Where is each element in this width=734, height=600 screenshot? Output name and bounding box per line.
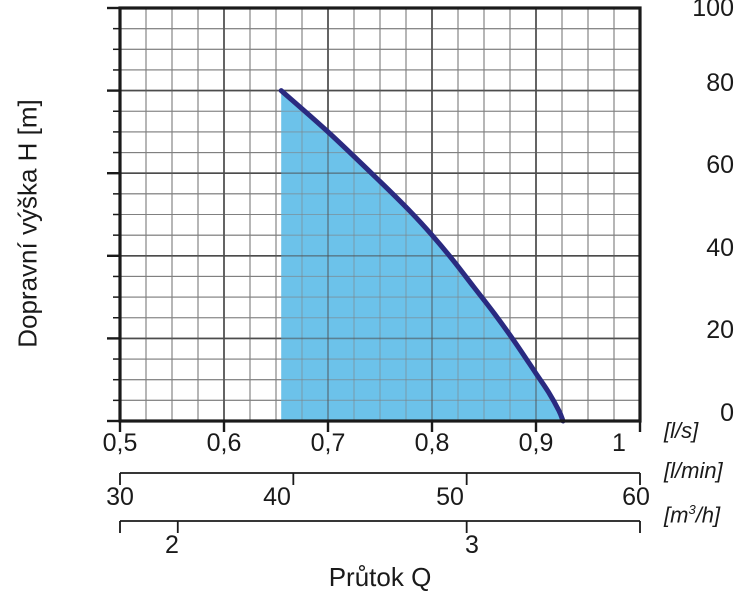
secondary-lmin-tick-label: 50: [436, 483, 464, 511]
y-tick-label: 20: [706, 316, 734, 344]
secondary-lmin-tick-label: 30: [106, 483, 134, 511]
y-tick-label: 100: [692, 0, 734, 22]
secondary-lmin-tick-label: 60: [622, 483, 650, 511]
x-tick-label: 1: [612, 429, 626, 457]
x-tick-label: 0,5: [102, 429, 138, 457]
unit-label-m3h: [m3/h]: [664, 502, 720, 528]
major-gridlines-overlay: [119, 7, 641, 422]
major-gridlines: [119, 7, 641, 422]
curve-fill-area: [281, 90, 564, 421]
secondary-axes: [119, 472, 641, 533]
m3h-prefix: [m: [664, 502, 689, 528]
x-axis-title: Průtok Q: [328, 562, 432, 592]
m3h-suffix: /h]: [695, 502, 721, 528]
y-tick-label: 60: [706, 151, 734, 179]
y-tick-label: 40: [706, 233, 734, 262]
x-tick-label: 0,8: [414, 429, 450, 457]
y-tick-label: 0: [720, 398, 734, 427]
secondary-m3h-tick-label: 2: [165, 531, 179, 559]
minor-gridlines-overlay: [120, 8, 640, 421]
secondary-m3h-tick-label: 3: [465, 531, 479, 559]
y-axis-ticks: [107, 6, 120, 423]
unit-label-lmin: [l/min]: [664, 458, 723, 483]
m3h-superscript: 3: [688, 502, 696, 517]
x-tick-label: 0,6: [206, 429, 242, 457]
secondary-lmin-tick-label: 40: [263, 483, 291, 511]
pump-curve-line: [278, 88, 566, 424]
y-tick-label: 80: [706, 68, 734, 97]
minor-gridlines: [120, 8, 640, 421]
x-tick-label: 0,7: [310, 429, 346, 457]
axis-frame: [118, 6, 642, 423]
unit-label-ls: [l/s]: [664, 418, 699, 443]
x-tick-label: 0,9: [518, 429, 554, 457]
y-axis-title: Dopravní výška H [m]: [12, 99, 43, 348]
